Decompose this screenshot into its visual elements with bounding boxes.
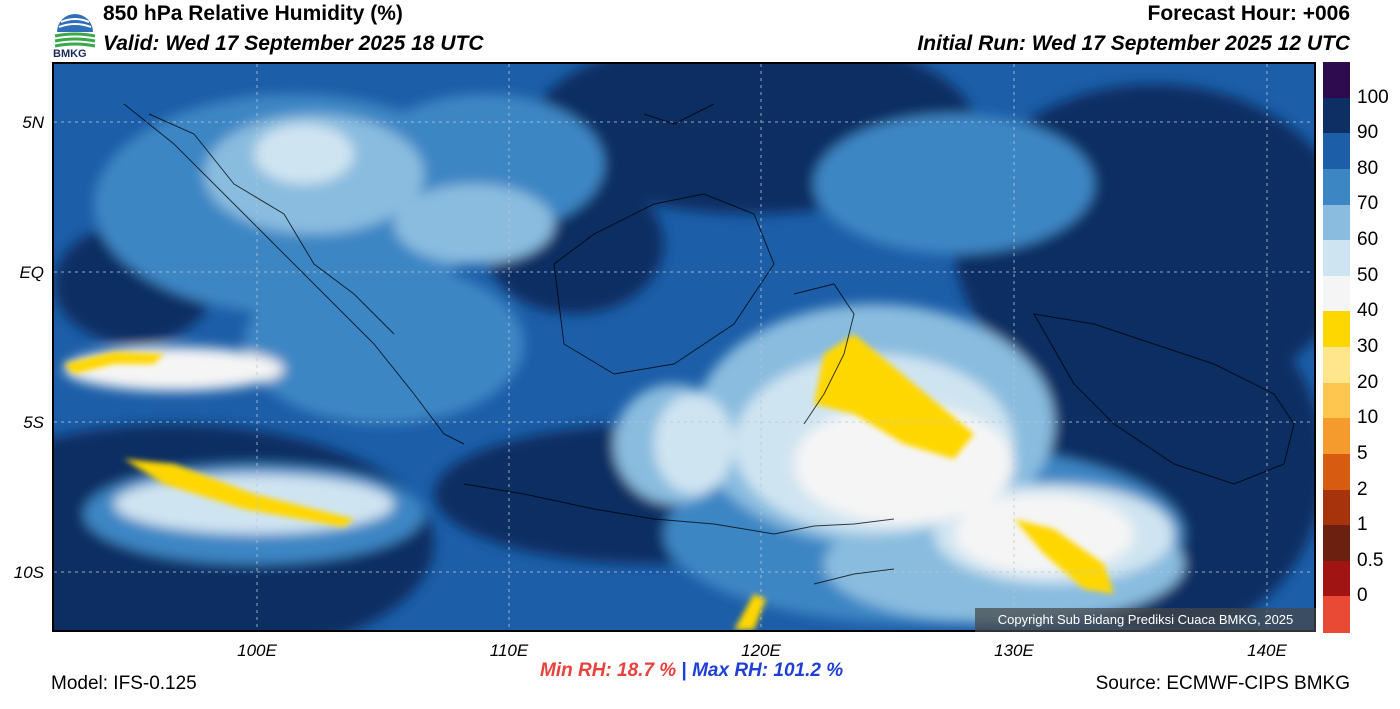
colorbar-segment: [1323, 453, 1350, 490]
max-rh: Max RH: 101.2 %: [692, 660, 844, 681]
colorbar-segment: [1323, 133, 1350, 170]
forecast-hour: Forecast Hour: +006: [1147, 2, 1351, 25]
colorbar-label: 0.5: [1357, 550, 1384, 571]
colorbar-segment: [1323, 62, 1350, 99]
valid-time: Valid: Wed 17 September 2025 18 UTC: [103, 32, 484, 55]
colorbar-segment: [1323, 418, 1350, 455]
colorbar-label: 2: [1357, 479, 1368, 500]
bmkg-logo-icon: [54, 14, 96, 48]
colorbar-segment: [1323, 347, 1350, 384]
copyright-notice: Copyright Sub Bidang Prediksi Cuaca BMKG…: [975, 608, 1316, 632]
colorbar-segment: [1323, 382, 1350, 419]
colorbar-label: 0: [1357, 585, 1368, 606]
colorbar-segment: [1323, 560, 1350, 597]
lon-tick-110e: 110E: [489, 641, 529, 660]
colorbar-label: 30: [1357, 336, 1379, 357]
lon-tick-140e: 140E: [1247, 641, 1287, 660]
lat-tick-5s: 5S: [23, 413, 44, 432]
colorbar: [1323, 62, 1350, 633]
colorbar-label: 90: [1357, 122, 1379, 143]
colorbar-label: 10: [1357, 407, 1379, 428]
model-label: Model: IFS-0.125: [51, 673, 197, 694]
min-rh: Min RH: 18.7 %: [540, 660, 677, 681]
colorbar-label: 20: [1357, 372, 1379, 393]
colorbar-label: 50: [1357, 265, 1379, 286]
colorbar-label: 40: [1357, 300, 1379, 321]
colorbar-label: 60: [1357, 229, 1379, 250]
colorbar-segment: [1323, 168, 1350, 205]
map-title: 850 hPa Relative Humidity (%): [103, 2, 403, 25]
colorbar-segment: [1323, 596, 1350, 633]
colorbar-label: 80: [1357, 158, 1379, 179]
bmkg-logo: BMKG: [51, 2, 99, 62]
logo-text: BMKG: [53, 48, 87, 60]
stats-separator: |: [681, 660, 687, 681]
lon-tick-100e: 100E: [237, 641, 277, 660]
rh-stats: Min RH: 18.7 % | Max RH: 101.2 %: [540, 660, 843, 682]
initial-run: Initial Run: Wed 17 September 2025 12 UT…: [917, 32, 1350, 55]
colorbar-segment: [1323, 525, 1350, 562]
colorbar-label: 70: [1357, 193, 1379, 214]
colorbar-label: 100: [1357, 87, 1389, 108]
colorbar-segment: [1323, 275, 1350, 312]
lon-tick-120e: 120E: [741, 641, 781, 660]
source-label: Source: ECMWF-CIPS BMKG: [1095, 673, 1350, 694]
humidity-map: [52, 62, 1316, 632]
humidity-field: [54, 64, 1314, 630]
lat-tick-5n: 5N: [22, 113, 44, 132]
lat-tick-10s: 10S: [13, 563, 44, 582]
colorbar-label: 1: [1357, 514, 1368, 535]
colorbar-segment: [1323, 489, 1350, 526]
colorbar-segment: [1323, 97, 1350, 134]
colorbar-segment: [1323, 311, 1350, 348]
lat-tick-eq: EQ: [19, 263, 44, 282]
colorbar-label: 5: [1357, 443, 1368, 464]
colorbar-segment: [1323, 204, 1350, 241]
colorbar-segment: [1323, 240, 1350, 277]
lon-tick-130e: 130E: [994, 641, 1034, 660]
